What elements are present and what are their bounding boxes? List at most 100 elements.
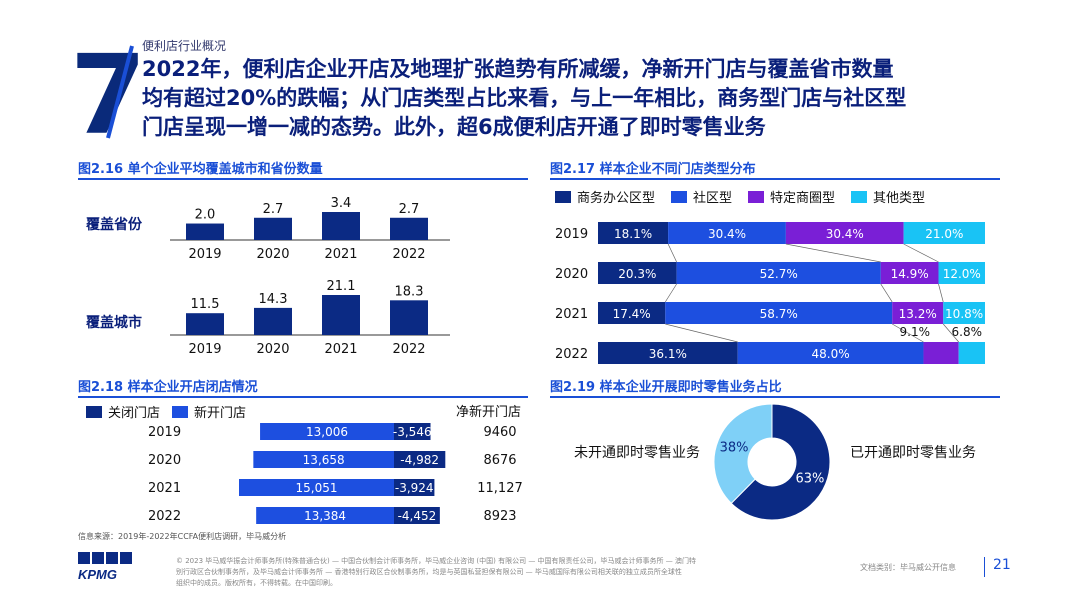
fig218-net-value: 11,127 <box>477 481 523 496</box>
fig216-title: 图2.16 单个企业平均覆盖城市和省份数量 <box>78 162 323 177</box>
fig217-tick-label: 2020 <box>555 267 588 282</box>
fig219-slice <box>730 403 831 521</box>
fig218-bar-close <box>394 423 431 440</box>
fig217-data-label: 30.4% <box>708 227 746 241</box>
fig217-segment <box>923 342 959 364</box>
fig218-bar-open <box>253 451 394 468</box>
fig218-data-label: -4,982 <box>400 453 439 467</box>
fig217-connector <box>664 283 677 303</box>
fig217-data-label: 52.7% <box>760 267 798 281</box>
fig217-legend-item: 社区型 <box>671 187 732 206</box>
fig217-segment <box>938 262 985 284</box>
fig217-segment <box>737 342 924 364</box>
fig217-data-label: 17.4% <box>613 307 651 321</box>
fig219-data-label: 63% <box>795 472 824 487</box>
fig216-tick-label: 2021 <box>324 342 357 357</box>
fig216-bar <box>186 223 224 240</box>
fig218-title: 图2.18 样本企业开店闭店情况 <box>78 380 258 395</box>
fig216-tick-label: 2020 <box>256 247 289 262</box>
fig218-data-label: 13,006 <box>306 425 348 439</box>
headline-line-3: 门店呈现一增一减的态势。此外，超6成便利店开通了即时零售业务 <box>142 115 766 139</box>
fig217-data-label: 12.0% <box>943 267 981 281</box>
fig217-data-label: 9.1% <box>900 325 931 339</box>
fig217-data-label: 48.0% <box>812 347 850 361</box>
fig216-tick-label: 2021 <box>324 247 357 262</box>
fig216-bar <box>322 295 360 335</box>
fig218-net-value: 8676 <box>483 453 516 468</box>
fig217-segment <box>676 262 881 284</box>
kpmg-logo-text: KPMG <box>78 567 117 582</box>
fig217-legend-item: 其他类型 <box>851 187 925 206</box>
fig217-data-label: 58.7% <box>760 307 798 321</box>
fig217-connector <box>903 243 939 263</box>
fig217-connector <box>785 243 881 263</box>
fig217-legend-label: 其他类型 <box>873 191 926 206</box>
fig216-data-label: 14.3 <box>259 292 288 307</box>
fig217-data-label: 14.9% <box>891 267 929 281</box>
fig218-legend-item: 新开门店 <box>172 402 246 421</box>
fig219-category-label: 未开通即时零售业务 <box>574 445 700 461</box>
fig218-net-value: 9460 <box>483 425 516 440</box>
fig217-tick-label: 2019 <box>555 227 588 242</box>
fig218-bar-open <box>256 507 394 524</box>
fig218-tick-label: 2020 <box>148 453 181 468</box>
page-number: 21 <box>984 557 1011 577</box>
fig217-segment <box>785 222 904 244</box>
fig217-data-label: 6.8% <box>952 325 983 339</box>
fig216-data-label: 18.3 <box>395 284 424 299</box>
legend-swatch <box>748 190 765 203</box>
fig217-legend: 商务办公区型 社区型 特定商圈型 其他类型 <box>555 187 925 206</box>
fig217-legend-label: 商务办公区型 <box>577 191 656 206</box>
fig217-rule <box>550 178 1000 180</box>
fig217-segment <box>880 262 939 284</box>
fig216-data-label: 2.7 <box>399 202 420 217</box>
fig216-bar <box>322 212 360 240</box>
fig217-segment <box>598 302 666 324</box>
fig218-legend-item: 关闭门店 <box>86 402 160 421</box>
fig219-data-label: 38% <box>720 440 749 455</box>
fig218-data-label: 13,658 <box>303 453 345 467</box>
fig216-tick-label: 2022 <box>392 342 425 357</box>
fig216-row-label-provinces: 覆盖省份 <box>86 217 142 233</box>
footer-line: 组织中的成员。版权所有，不得转载。在中国印刷。 <box>176 579 337 587</box>
fig217-segment <box>598 262 677 284</box>
kpmg-logo: KPMG <box>78 552 132 582</box>
fig217-legend-label: 社区型 <box>693 191 733 206</box>
fig218-bar-close <box>394 451 446 468</box>
fig216-data-label: 2.7 <box>263 202 284 217</box>
source-note: 信息来源：2019年-2022年CCFA便利店调研，毕马威分析 <box>78 532 287 541</box>
fig217-segment <box>903 222 985 244</box>
fig219-category-label: 已开通即时零售业务 <box>850 445 976 461</box>
fig216-rule <box>78 178 528 180</box>
fig218-bar-open <box>260 423 394 440</box>
fig217-segment <box>892 302 944 324</box>
footer-line: 别行政区合伙制事务所，及毕马威会计师事务所 — 香港特别行政区合伙制事务所，均是… <box>176 568 682 576</box>
fig218-rule <box>78 396 528 398</box>
legend-swatch <box>86 405 102 418</box>
page-headline: 2022年，便利店企业开店及地理扩张趋势有所减缓，净新开门店与覆盖省市数量 均有… <box>142 55 1042 142</box>
fig217-connector <box>665 323 738 343</box>
fig217-data-label: 20.3% <box>618 267 656 281</box>
fig218-data-label: -3,546 <box>393 425 432 439</box>
fig218-bar-open <box>239 479 394 496</box>
fig217-chart: 2019 18.1% 30.4% 30.4% 21.0% 2020 20.3% 52.7% 14… <box>555 222 985 364</box>
fig217-data-label: 21.0% <box>925 227 963 241</box>
fig217-connector <box>880 283 893 303</box>
fig217-tick-label: 2021 <box>555 307 588 322</box>
section-label: 便利店行业概况 <box>142 39 227 53</box>
fig218-legend-label: 关闭门店 <box>108 406 161 421</box>
fig217-data-label: 13.2% <box>899 307 937 321</box>
fig217-data-label: 36.1% <box>649 347 687 361</box>
fig217-title: 图2.17 样本企业不同门店类型分布 <box>550 162 756 177</box>
fig216-tick-label: 2019 <box>188 342 221 357</box>
fig217-segment <box>665 302 893 324</box>
headline-line-1: 2022年，便利店企业开店及地理扩张趋势有所减缓，净新开门店与覆盖省市数量 <box>142 57 894 81</box>
fig216-bar <box>254 307 292 335</box>
fig217-data-label: 30.4% <box>826 227 864 241</box>
fig217-segment <box>958 342 985 364</box>
fig219-chart: 63% 38% 已开通即时零售业务 未开通即时零售业务 <box>574 403 976 521</box>
fig217-connector <box>942 323 959 343</box>
fig217-data-label: 10.8% <box>945 307 983 321</box>
fig218-data-label: 15,051 <box>296 481 338 495</box>
fig218-tick-label: 2022 <box>148 509 181 524</box>
